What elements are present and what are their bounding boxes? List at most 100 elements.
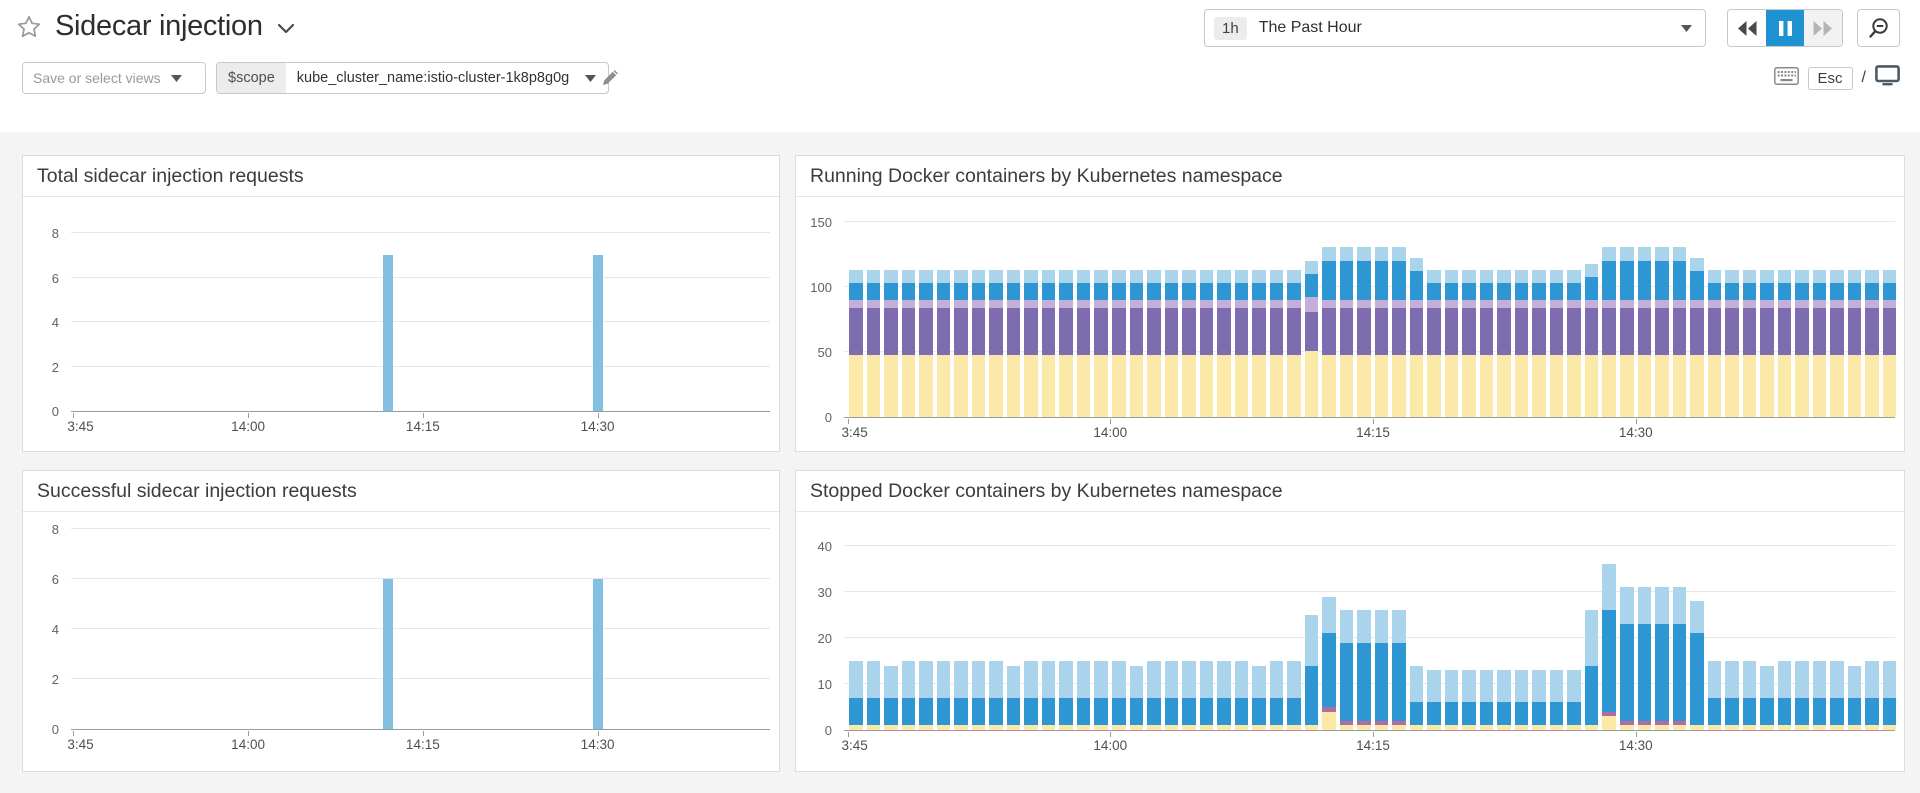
stacked-bar[interactable]: [1444, 270, 1459, 417]
stacked-bar[interactable]: [1549, 670, 1564, 730]
stacked-bar[interactable]: [1532, 670, 1546, 730]
stacked-bar[interactable]: [1567, 270, 1581, 417]
stacked-bar[interactable]: [1076, 270, 1091, 417]
bar[interactable]: [382, 579, 393, 729]
stacked-bar[interactable]: [1112, 270, 1126, 417]
stacked-bar[interactable]: [849, 270, 863, 417]
stacked-bar[interactable]: [1234, 661, 1249, 730]
stacked-bar[interactable]: [1602, 564, 1616, 730]
stacked-bar[interactable]: [1882, 270, 1897, 417]
stacked-bar[interactable]: [1374, 246, 1389, 417]
scope-template-variable[interactable]: $scope kube_cluster_name:istio-cluster-1…: [216, 62, 610, 94]
time-range-select[interactable]: 1h The Past Hour: [1204, 9, 1706, 47]
stacked-bar[interactable]: [954, 661, 968, 730]
favorite-star-icon[interactable]: [16, 13, 44, 41]
stacked-bar[interactable]: [1164, 661, 1179, 730]
stacked-bar[interactable]: [1339, 610, 1354, 730]
stacked-bar[interactable]: [1812, 270, 1827, 417]
stacked-bar[interactable]: [1637, 246, 1652, 417]
monitor-fullscreen-icon[interactable]: [1875, 65, 1900, 91]
stacked-bar[interactable]: [1094, 661, 1108, 730]
stacked-bar[interactable]: [1777, 270, 1792, 417]
stacked-bar[interactable]: [1006, 665, 1021, 730]
stacked-bar[interactable]: [1532, 270, 1546, 417]
stacked-bar[interactable]: [1392, 246, 1406, 417]
stacked-bar[interactable]: [866, 270, 881, 417]
edit-pencil-icon[interactable]: [600, 67, 621, 93]
zoom-out-button[interactable]: [1857, 9, 1900, 47]
stacked-bar[interactable]: [1059, 661, 1073, 730]
stacked-bar[interactable]: [1409, 665, 1424, 730]
stacked-bar[interactable]: [989, 661, 1003, 730]
stacked-bar[interactable]: [1847, 270, 1862, 417]
stacked-bar[interactable]: [1024, 661, 1038, 730]
chart-plot-total-sidecar-injections[interactable]: 0 2 4 6 8 3:45 14:00 14:15 14:30: [23, 197, 779, 451]
stacked-bar[interactable]: [936, 661, 951, 730]
stacked-bar[interactable]: [1847, 665, 1862, 730]
stacked-bar[interactable]: [1514, 670, 1529, 730]
stacked-bar[interactable]: [1269, 270, 1284, 417]
stacked-bar[interactable]: [1777, 661, 1792, 730]
stacked-bar[interactable]: [1041, 270, 1056, 417]
stacked-bar[interactable]: [1444, 670, 1459, 730]
stacked-bar[interactable]: [901, 270, 916, 417]
stacked-bar[interactable]: [1497, 670, 1511, 730]
bar[interactable]: [382, 255, 393, 411]
stacked-bar[interactable]: [1742, 270, 1757, 417]
stacked-bar[interactable]: [1795, 661, 1809, 730]
chevron-down-icon[interactable]: [277, 21, 295, 39]
views-select[interactable]: Save or select views: [22, 62, 206, 94]
stacked-bar[interactable]: [1024, 270, 1038, 417]
chart-plot-stopped-containers[interactable]: 0 10 20 30 40 3:45 14:00 14:15 14:30: [796, 512, 1904, 771]
bar[interactable]: [592, 579, 603, 729]
stacked-bar[interactable]: [1462, 270, 1476, 417]
stacked-bar[interactable]: [1006, 270, 1021, 417]
rewind-button[interactable]: [1728, 10, 1766, 46]
stacked-bar[interactable]: [1217, 661, 1231, 730]
stacked-bar[interactable]: [1339, 246, 1354, 417]
stacked-bar[interactable]: [919, 661, 933, 730]
stacked-bar[interactable]: [1182, 661, 1196, 730]
stacked-bar[interactable]: [1427, 670, 1441, 730]
stacked-bar[interactable]: [1619, 587, 1634, 730]
stacked-bar[interactable]: [1041, 661, 1056, 730]
stacked-bar[interactable]: [1795, 270, 1809, 417]
stacked-bar[interactable]: [971, 270, 986, 417]
stacked-bar[interactable]: [954, 270, 968, 417]
stacked-bar[interactable]: [1725, 270, 1739, 417]
stacked-bar[interactable]: [1357, 246, 1371, 417]
stacked-bar[interactable]: [1129, 270, 1144, 417]
stacked-bar[interactable]: [1602, 246, 1616, 417]
stacked-bar[interactable]: [1252, 665, 1266, 730]
bar[interactable]: [592, 255, 603, 411]
stacked-bar[interactable]: [1322, 596, 1336, 730]
scope-variable-value[interactable]: kube_cluster_name:istio-cluster-1k8p8g0g: [286, 63, 608, 93]
stacked-bar[interactable]: [1497, 270, 1511, 417]
stacked-bar[interactable]: [1147, 661, 1161, 730]
stacked-bar[interactable]: [1427, 270, 1441, 417]
stacked-bar[interactable]: [1392, 610, 1406, 730]
stacked-bar[interactable]: [1234, 270, 1249, 417]
stacked-bar[interactable]: [1462, 670, 1476, 730]
stacked-bar[interactable]: [1619, 246, 1634, 417]
stacked-bar[interactable]: [1672, 587, 1687, 730]
chart-plot-running-containers[interactable]: 0 50 100 150 3:45 14:00 14:15 14:30: [796, 197, 1904, 451]
stacked-bar[interactable]: [1357, 610, 1371, 730]
stacked-bar[interactable]: [1112, 661, 1126, 730]
fast-forward-button[interactable]: [1804, 10, 1842, 46]
chart-plot-successful-sidecar-injections[interactable]: 0 2 4 6 8 3:45 14:00 14:15 14:30: [23, 512, 779, 771]
stacked-bar[interactable]: [1409, 258, 1424, 417]
stacked-bar[interactable]: [1514, 270, 1529, 417]
stacked-bar[interactable]: [1252, 270, 1266, 417]
stacked-bar[interactable]: [989, 270, 1003, 417]
stacked-bar[interactable]: [1655, 587, 1669, 730]
stacked-bar[interactable]: [1760, 665, 1774, 730]
stacked-bar[interactable]: [1479, 270, 1494, 417]
stacked-bar[interactable]: [1269, 661, 1284, 730]
stacked-bar[interactable]: [1812, 661, 1827, 730]
stacked-bar[interactable]: [936, 270, 951, 417]
stacked-bar[interactable]: [1094, 270, 1108, 417]
stacked-bar[interactable]: [1164, 270, 1179, 417]
stacked-bar[interactable]: [919, 270, 933, 417]
stacked-bar[interactable]: [1725, 661, 1739, 730]
